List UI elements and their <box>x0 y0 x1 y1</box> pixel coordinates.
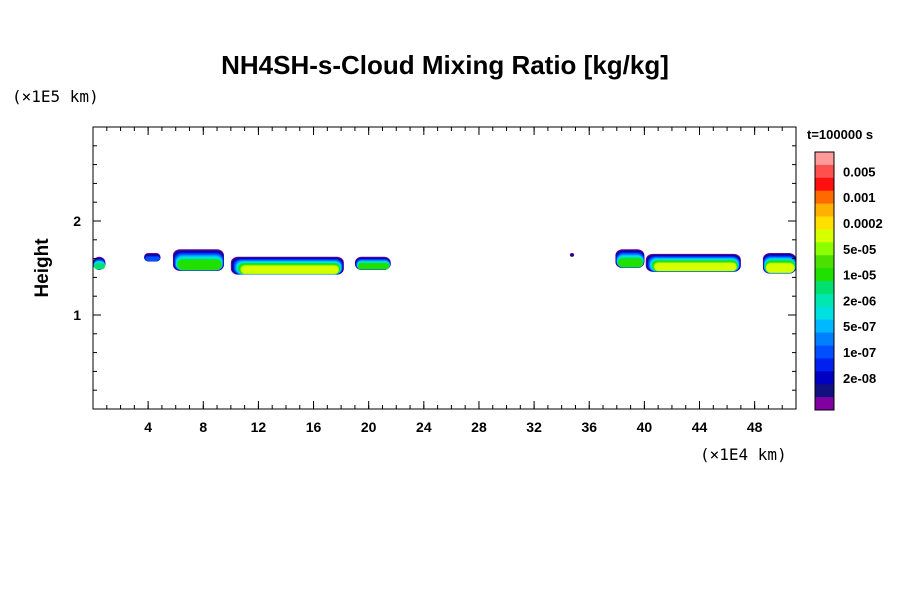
colorbar-swatch <box>815 293 834 308</box>
cloud-patch <box>93 256 106 270</box>
colorbar-swatch <box>815 332 834 346</box>
colorbar-swatch <box>815 229 834 243</box>
cloud-layer <box>570 253 574 257</box>
cloud-patch <box>230 256 344 275</box>
colorbar-swatch <box>815 242 834 256</box>
colorbar-swatch <box>815 345 834 359</box>
x-tick-label: 32 <box>526 419 542 435</box>
colorbar-label: 1e-07 <box>843 345 876 360</box>
colorbar: 0.005 0.001 0.0002 5e-05 1e-05 2e-06 5e-07 1e-0… <box>814 151 883 411</box>
cloud-layer <box>241 265 339 274</box>
cloud-patch <box>615 249 645 268</box>
x-tick-label: 16 <box>306 419 322 435</box>
colorbar-swatch <box>815 216 834 230</box>
x-tick-label: 40 <box>637 419 653 435</box>
y-tick-label: 1 <box>73 307 81 323</box>
colorbar-swatch <box>815 255 834 269</box>
cloud-patch <box>569 252 575 257</box>
cloud-patch <box>172 249 224 271</box>
colorbar-label: 2e-08 <box>843 371 876 386</box>
colorbar-label: 0.0002 <box>843 216 883 231</box>
colorbar-swatch <box>815 177 834 192</box>
cloud-patch <box>762 252 796 274</box>
colorbar-label: 1e-05 <box>843 268 876 283</box>
cloud-layer <box>654 263 737 271</box>
colorbar-swatch <box>815 319 834 333</box>
plot-frame <box>92 126 797 410</box>
x-unit-label: (×1E4 km) <box>700 445 787 464</box>
x-tick-label: 8 <box>199 419 207 435</box>
colorbar-swatch <box>815 358 834 372</box>
colorbar-swatch <box>815 384 834 398</box>
colorbar-label: 5e-07 <box>843 319 876 334</box>
cloud-patch <box>144 252 161 262</box>
cloud-layer <box>618 258 644 268</box>
cloud-field <box>93 249 796 275</box>
x-tick-label: 28 <box>471 419 487 435</box>
x-tick-label: 4 <box>144 419 152 435</box>
colorbar-label: 0.001 <box>843 190 876 205</box>
time-label: t=100000 s <box>807 127 873 142</box>
colorbar-swatch <box>815 281 834 295</box>
cloud-layer <box>94 263 105 270</box>
y-unit-label: (×1E5 km) <box>12 87 99 106</box>
colorbar-swatch <box>815 152 834 166</box>
colorbar-swatch <box>815 397 834 411</box>
colorbar-swatch <box>815 268 834 282</box>
chart-title: NH4SH-s-Cloud Mixing Ratio [kg/kg] <box>221 50 669 80</box>
cloud-patch <box>354 256 391 270</box>
colorbar-label: 5e-05 <box>843 242 876 257</box>
y-axis-label: Height <box>32 238 53 298</box>
colorbar-label: 0.005 <box>843 164 876 179</box>
colorbar-label: 2e-06 <box>843 293 876 308</box>
colorbar-frame <box>814 151 835 411</box>
colorbar-swatch <box>815 371 834 385</box>
x-tick-label: 44 <box>692 419 708 435</box>
x-tick-label: 12 <box>251 419 267 435</box>
x-tick-label: 36 <box>581 419 597 435</box>
colorbar-swatch <box>815 190 834 204</box>
cloud-layer <box>145 256 160 262</box>
y-tick-label: 2 <box>73 213 81 229</box>
cloud-layer <box>358 263 390 270</box>
cloud-patch <box>645 253 741 272</box>
colorbar-swatch <box>815 306 834 321</box>
colorbar-swatch <box>815 164 834 179</box>
x-tick-label: 48 <box>747 419 763 435</box>
colorbar-swatch <box>815 203 834 217</box>
cloud-layer <box>177 260 222 270</box>
x-tick-label: 20 <box>361 419 377 435</box>
x-tick-label: 24 <box>416 419 432 435</box>
cloud-layer <box>765 263 795 273</box>
